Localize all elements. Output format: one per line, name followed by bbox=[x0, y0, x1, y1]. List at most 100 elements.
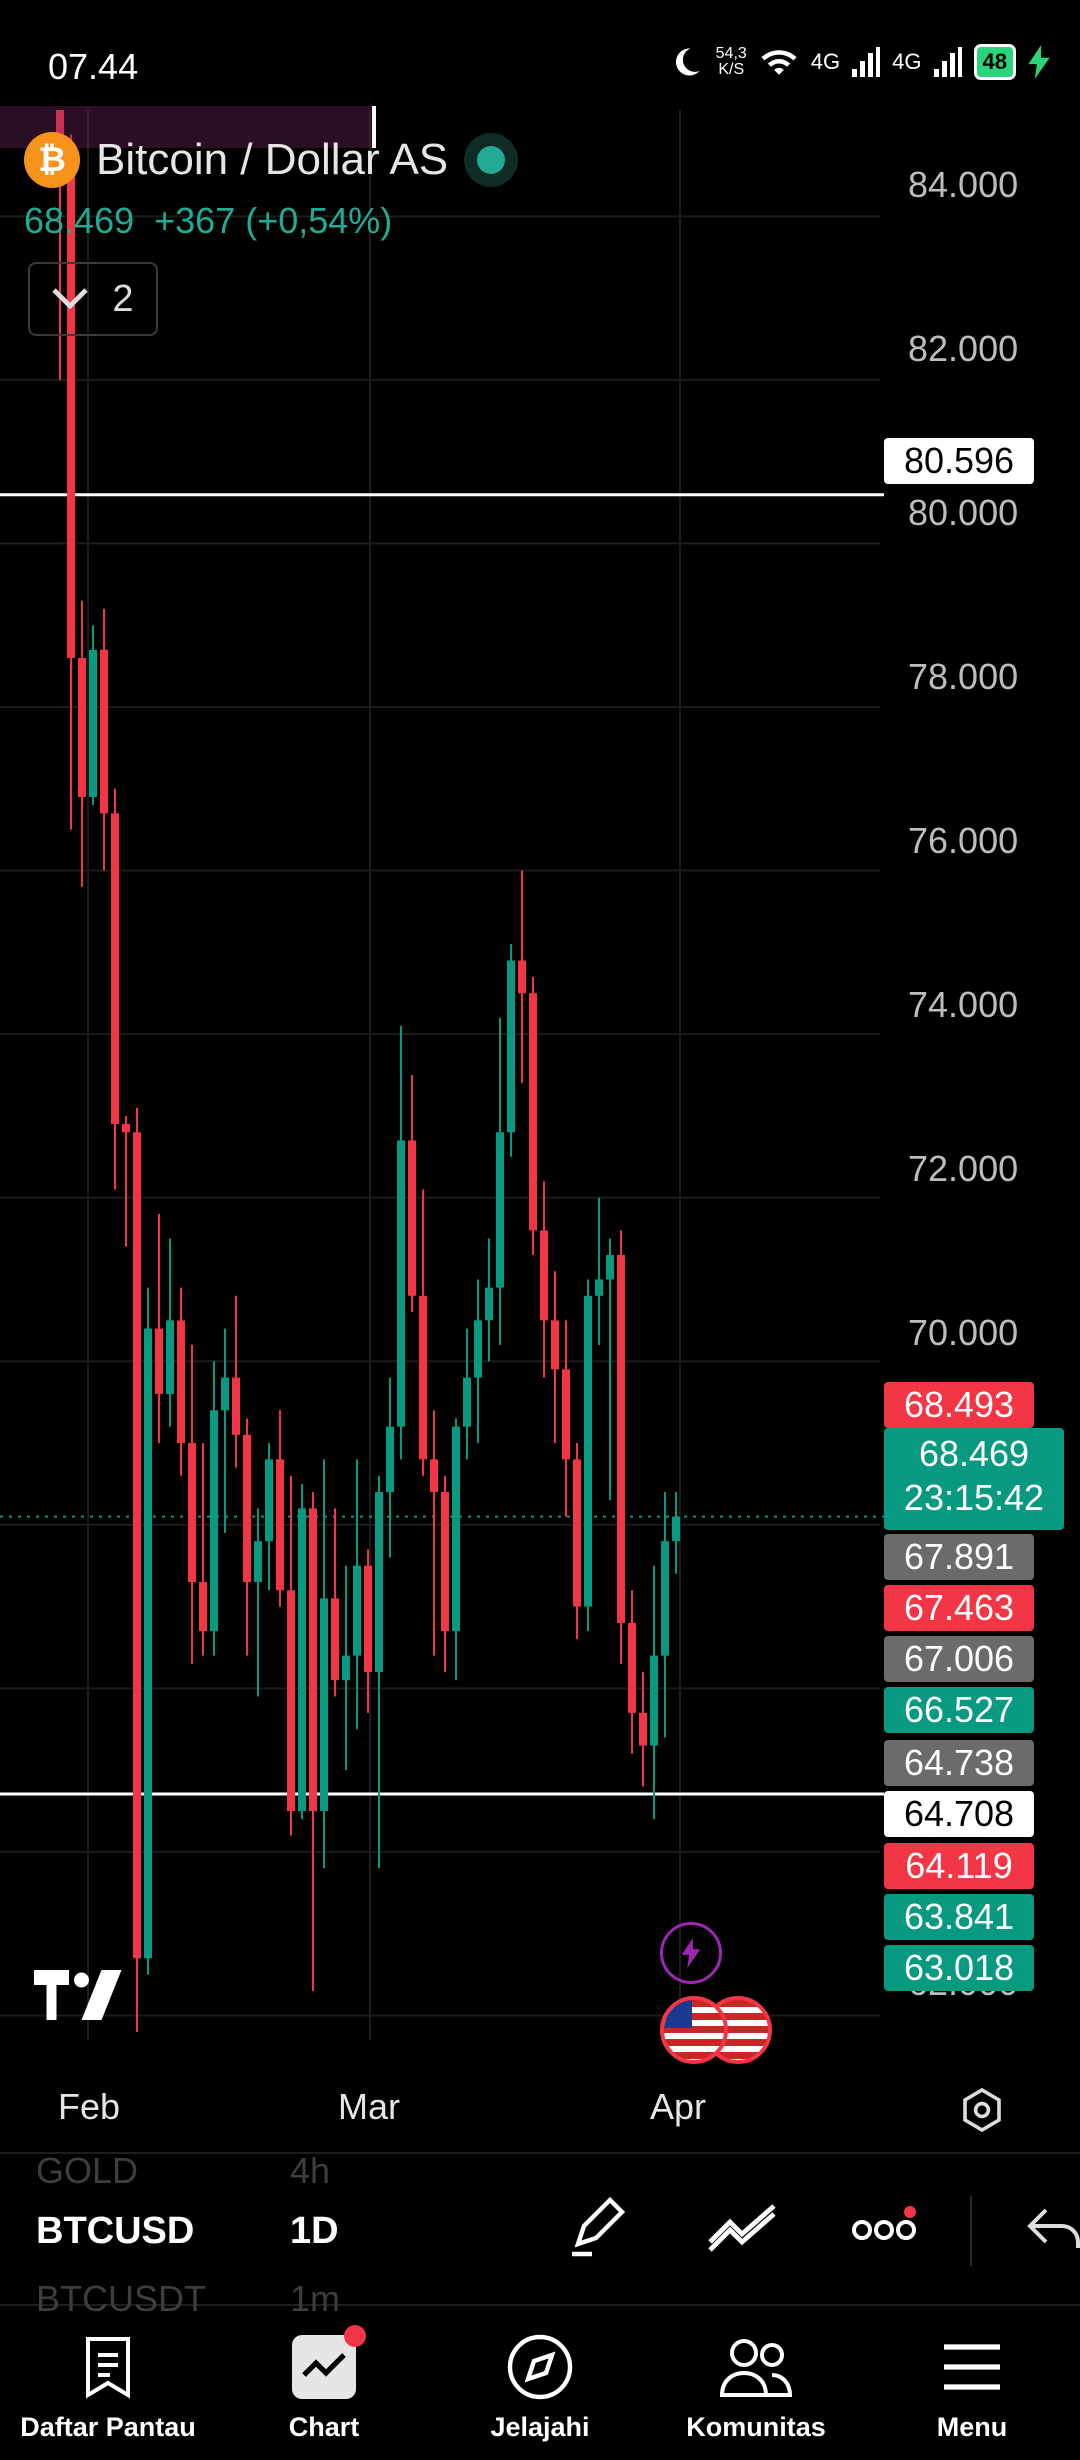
chart-settings-icon[interactable] bbox=[958, 2086, 1006, 2134]
wifi-icon bbox=[761, 50, 797, 75]
candle-body bbox=[529, 993, 537, 1231]
candle-body bbox=[430, 1459, 438, 1493]
price-axis-label: 78.000 bbox=[908, 656, 1019, 697]
candle-body bbox=[507, 960, 515, 1133]
status-time: 07.44 bbox=[48, 46, 139, 87]
time-axis-label: Feb bbox=[58, 2086, 121, 2127]
candle-body bbox=[639, 1712, 647, 1746]
candle-body bbox=[661, 1541, 669, 1656]
nav-label: Chart bbox=[288, 2412, 360, 2442]
interval-selector[interactable]: 1D bbox=[290, 2210, 339, 2252]
signal-icon-2 bbox=[933, 47, 962, 77]
watchlist-icon bbox=[86, 2337, 130, 2399]
candlestick-chart[interactable] bbox=[0, 110, 1080, 2040]
next-symbol-ghost[interactable]: BTCUSDT bbox=[36, 2278, 206, 2319]
candle-countdown: 23:15:42 bbox=[903, 1477, 1045, 1518]
indicators-collapse-button[interactable]: 2 bbox=[28, 262, 158, 336]
price-tag: 67.463 bbox=[884, 1585, 1034, 1631]
candle-body bbox=[144, 1328, 152, 1959]
candle-body bbox=[518, 960, 526, 994]
candle-body bbox=[155, 1328, 163, 1394]
price-tag: 63.018 bbox=[884, 1945, 1034, 1991]
price-tag: 68.493 bbox=[884, 1382, 1034, 1428]
candle-body bbox=[188, 1443, 196, 1583]
candle-body bbox=[672, 1516, 680, 1542]
lightning-glyph-icon bbox=[681, 1938, 701, 1968]
toolbar-divider bbox=[970, 2196, 972, 2266]
candle-body bbox=[496, 1132, 504, 1288]
price-tag: 67.891 bbox=[884, 1534, 1034, 1580]
candle-body bbox=[254, 1541, 262, 1583]
indicators-count: 2 bbox=[112, 277, 134, 320]
candle-body bbox=[584, 1295, 592, 1607]
symbol-title[interactable]: Bitcoin / Dollar AS bbox=[96, 135, 449, 184]
symbol-toolbar: GOLD 4h BTCUSD 1D BTCUSDT 1m bbox=[0, 2150, 1080, 2319]
candle-body bbox=[67, 175, 75, 658]
undo-icon[interactable] bbox=[1026, 2206, 1080, 2252]
candle-body bbox=[573, 1459, 581, 1607]
drawing-trend-icon[interactable] bbox=[706, 2202, 778, 2252]
symbol-selector[interactable]: BTCUSD bbox=[36, 2210, 195, 2252]
candle-body bbox=[342, 1655, 350, 1681]
candle-body bbox=[265, 1459, 273, 1542]
candle-body bbox=[78, 657, 86, 797]
symbol-header[interactable]: ₿ Bitcoin / Dollar AS bbox=[24, 132, 519, 188]
network-speed: 54,3 K/S bbox=[716, 46, 747, 78]
candle-body bbox=[551, 1320, 559, 1370]
candle-body bbox=[166, 1320, 174, 1394]
price-axis-label: 74.000 bbox=[908, 984, 1019, 1025]
bottom-navigation: Daftar Pantau Chart Jelajahi Komunitas M… bbox=[0, 2310, 1080, 2460]
nav-label: Menu bbox=[936, 2412, 1008, 2442]
nav-komunitas[interactable]: Komunitas bbox=[656, 2310, 856, 2443]
next-interval-ghost[interactable]: 1m bbox=[290, 2278, 341, 2319]
prev-symbol-ghost[interactable]: GOLD bbox=[36, 2150, 139, 2191]
nav-daftar-pantau[interactable]: Daftar Pantau bbox=[8, 2310, 208, 2443]
candle-body bbox=[221, 1377, 229, 1411]
candle-body bbox=[397, 1140, 405, 1427]
candle-body bbox=[298, 1508, 306, 1812]
status-icons: 54,3 K/S 4G 4G 48 bbox=[668, 44, 1050, 80]
nav-label: Komunitas bbox=[686, 2412, 826, 2442]
time-axis-label: Apr bbox=[650, 2086, 707, 2127]
price-tag-horizontal-line[interactable]: 80.596 bbox=[884, 438, 1034, 484]
candle-body bbox=[650, 1655, 658, 1746]
candle-body bbox=[375, 1492, 383, 1672]
signal-icon bbox=[852, 47, 881, 77]
more-icon[interactable] bbox=[852, 2206, 918, 2246]
prev-interval-ghost[interactable]: 4h bbox=[290, 2150, 331, 2191]
price-tag: 66.527 bbox=[884, 1687, 1034, 1733]
nav-jelajahi[interactable]: Jelajahi bbox=[440, 2310, 640, 2443]
candle-body bbox=[320, 1598, 328, 1812]
market-status-icon[interactable] bbox=[464, 133, 519, 187]
charging-icon bbox=[1028, 45, 1050, 79]
candle-body bbox=[287, 1590, 295, 1812]
nav-chart[interactable]: Chart bbox=[224, 2310, 424, 2443]
bitcoin-logo-icon: ₿ bbox=[24, 132, 80, 188]
candle-body bbox=[562, 1369, 570, 1460]
candle-body bbox=[243, 1434, 251, 1583]
candle-body bbox=[89, 649, 97, 797]
candle-body bbox=[408, 1140, 416, 1296]
price-axis-label: 80.000 bbox=[908, 492, 1019, 533]
candle-body bbox=[353, 1565, 361, 1656]
last-price: 68.469 bbox=[24, 200, 135, 241]
candle-body bbox=[276, 1459, 284, 1591]
price-axis-label: 70.000 bbox=[908, 1312, 1019, 1353]
price-tag-horizontal-line[interactable]: 64.708 bbox=[884, 1791, 1034, 1837]
us-flag-event-icon[interactable] bbox=[660, 1996, 728, 2064]
lightning-event-icon[interactable] bbox=[660, 1922, 722, 1984]
tradingview-logo-icon bbox=[34, 1968, 124, 2033]
candle-body bbox=[463, 1377, 471, 1427]
current-price: 68.469 bbox=[918, 1433, 1030, 1474]
price-change: +367 (+0,54%) bbox=[154, 200, 393, 241]
candle-body bbox=[419, 1295, 427, 1460]
nav-menu[interactable]: Menu bbox=[872, 2310, 1072, 2443]
candle-body bbox=[133, 1132, 141, 1959]
nav-label: Daftar Pantau bbox=[20, 2412, 196, 2442]
pencil-icon[interactable] bbox=[566, 2196, 630, 2260]
signal-label-1: 4G bbox=[810, 49, 841, 74]
candle-body bbox=[606, 1254, 614, 1280]
time-axis-label: Mar bbox=[338, 2086, 400, 2127]
candle-body bbox=[595, 1279, 603, 1296]
price-axis-label: 84.000 bbox=[908, 164, 1019, 205]
